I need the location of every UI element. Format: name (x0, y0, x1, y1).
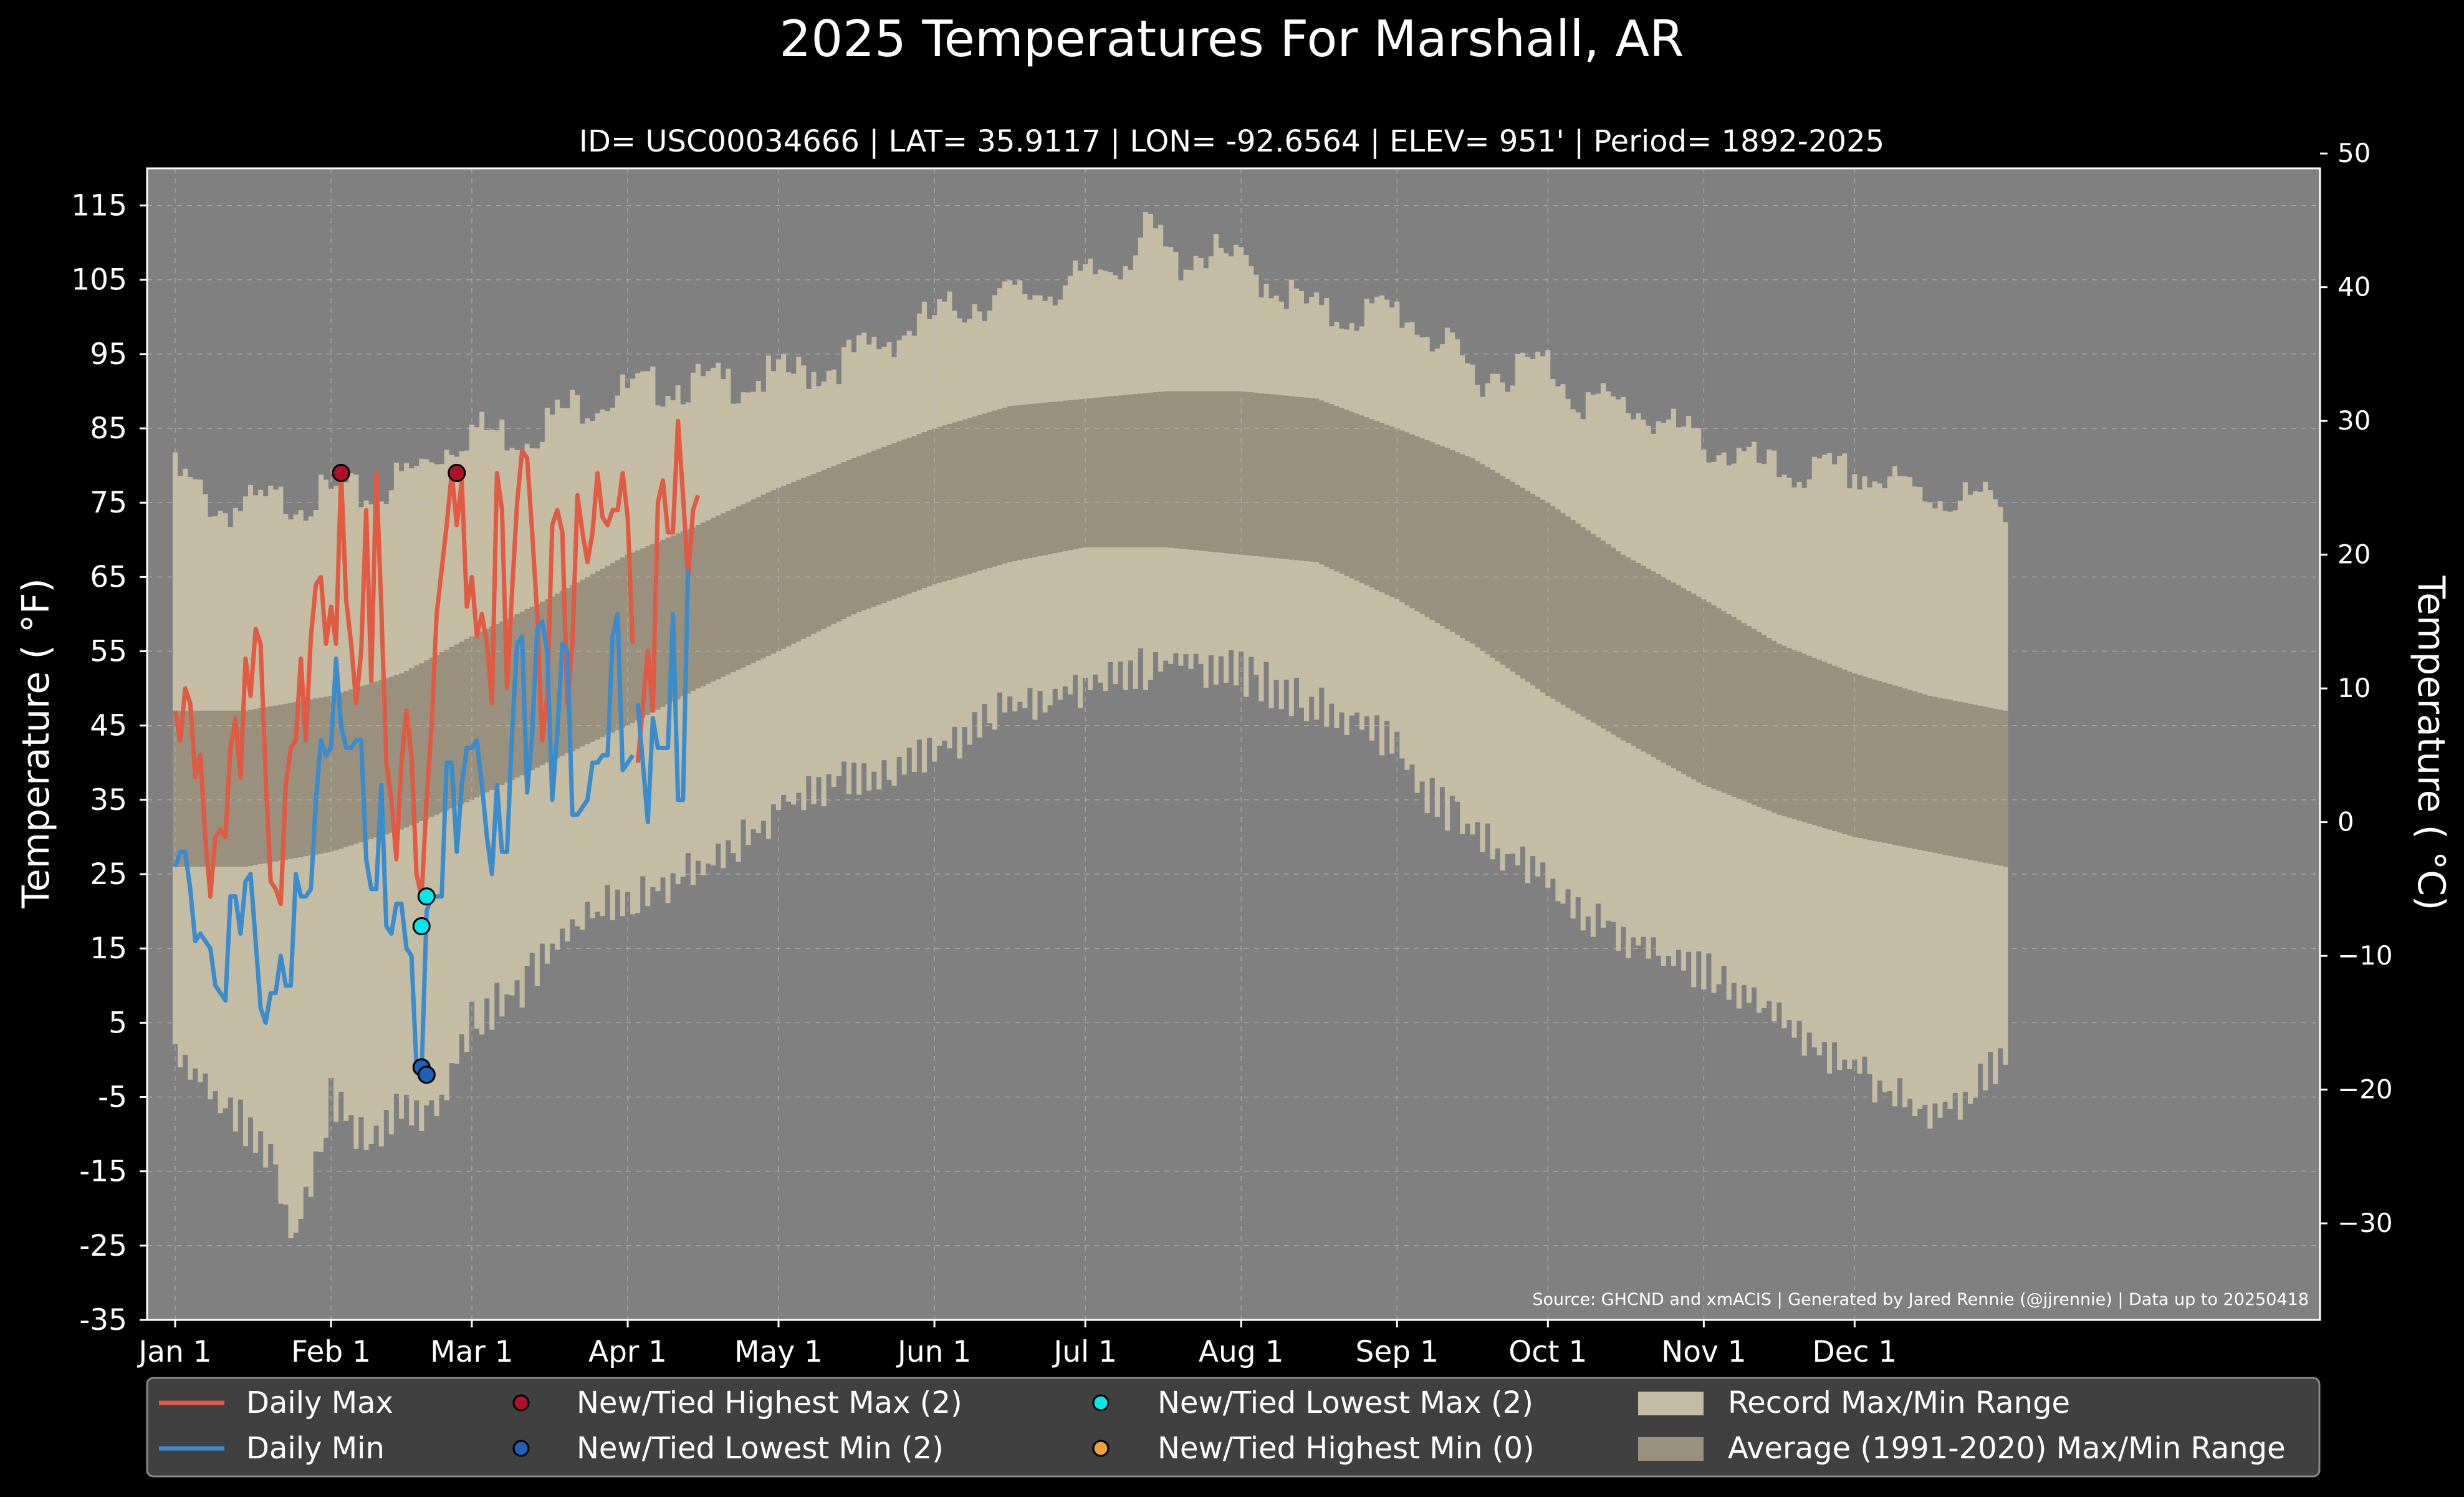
y-tick-label: 15 (90, 931, 127, 966)
x-tick-label: Sep 1 (1356, 1335, 1439, 1369)
daily-max-line (173, 448, 635, 907)
y-tick-label: 65 (90, 560, 127, 594)
x-tick-label: Jun 1 (896, 1335, 971, 1369)
legend-average: Average (1991-2020) Max/Min Range (1728, 1431, 2286, 1466)
plot-frame (146, 167, 2321, 1321)
legend-high-max: New/Tied Highest Max (2) (577, 1385, 962, 1420)
x-tick-label: Apr 1 (588, 1335, 667, 1369)
y-right-tick-label: −10 (2337, 940, 2393, 971)
y-tick-label: -15 (79, 1155, 127, 1189)
y-tick-label: 95 (90, 337, 127, 372)
plot-area: Source: GHCND and xmACIS | Generated by … (146, 167, 2321, 1321)
low-max-marker (412, 917, 431, 935)
legend-swatch-high-min (1092, 1440, 1110, 1457)
average-range-band (173, 391, 2008, 867)
y-right-tick-label: 50 (2337, 138, 2371, 168)
x-axis: Jan 1 Feb 1 Mar 1 Apr 1 May 1 Jun 1 Jul 1 Aug 1… (137, 1320, 1897, 1369)
y-tick-label: 5 (108, 1006, 127, 1040)
y-tick-label: 45 (90, 709, 127, 743)
y-tick-label: 35 (90, 783, 127, 817)
high-max-marker (448, 464, 466, 483)
legend-box (146, 1377, 2321, 1478)
legend-high-min: New/Tied Highest Min (0) (1158, 1431, 1535, 1466)
source-note: Source: GHCND and xmACIS | Generated by … (1532, 1290, 2309, 1309)
chart-subtitle: ID= USC00034666 | LAT= 35.9117 | LON= -9… (579, 124, 1884, 159)
legend-swatch-record (1638, 1392, 1704, 1415)
legend-swatch-high-max (512, 1394, 530, 1412)
y-tick-label: -35 (79, 1303, 127, 1337)
legend-record: Record Max/Min Range (1728, 1385, 2070, 1420)
chart-title: 2025 Temperatures For Marshall, AR (779, 10, 1684, 68)
x-tick-label: May 1 (734, 1335, 823, 1369)
legend-swatch-average (1638, 1437, 1704, 1461)
y-tick-label: 75 (90, 486, 127, 520)
y-axis-left: 115 105 95 85 75 65 55 45 35 25 15 5 -5 -15 -25 -35 (71, 189, 147, 1337)
y-right-tick-label: 10 (2337, 673, 2371, 703)
x-tick-label: Jan 1 (137, 1335, 211, 1369)
y-axis-right: 50 40 30 20 10 0 −10 −20 −30 (2320, 138, 2393, 1238)
series-lines (173, 418, 701, 1077)
record-range-band (173, 212, 2008, 1238)
legend-low-min: New/Tied Lowest Min (2) (577, 1431, 944, 1466)
legend-daily-min: Daily Min (246, 1431, 385, 1466)
x-tick-label: Jul 1 (1052, 1335, 1117, 1369)
legend: Daily Max Daily Min New/Tied Highest Max… (146, 1377, 2321, 1478)
low-max-marker (417, 887, 436, 906)
y-tick-label: 105 (71, 263, 127, 297)
y-right-tick-label: −30 (2337, 1208, 2393, 1238)
daily-min-line (173, 612, 635, 1077)
y-axis-label-right: Temperature ( °C) (2409, 575, 2453, 911)
record-markers (332, 464, 466, 1084)
x-tick-label: Oct 1 (1508, 1335, 1587, 1369)
low-min-marker (417, 1066, 436, 1084)
y-right-tick-label: 40 (2337, 272, 2371, 302)
legend-daily-max: Daily Max (246, 1385, 393, 1420)
y-right-tick-label: 0 (2337, 807, 2354, 837)
legend-swatch-low-min (512, 1440, 530, 1457)
y-tick-label: 55 (90, 635, 127, 669)
legend-low-max: New/Tied Lowest Max (2) (1158, 1385, 1533, 1420)
y-right-tick-label: 30 (2337, 405, 2371, 436)
x-tick-label: Mar 1 (430, 1335, 514, 1369)
high-max-marker (332, 464, 350, 483)
x-tick-label: Feb 1 (291, 1335, 371, 1369)
y-right-tick-label: 20 (2337, 539, 2371, 570)
x-tick-label: Aug 1 (1199, 1335, 1284, 1369)
y-tick-label: -25 (79, 1229, 127, 1263)
x-tick-label: Nov 1 (1661, 1335, 1747, 1369)
x-tick-label: Dec 1 (1812, 1335, 1897, 1369)
y-tick-label: 115 (71, 189, 127, 223)
daily-max-line (635, 418, 701, 763)
y-axis-label-left: Temperature ( °F) (14, 578, 58, 909)
y-tick-label: 25 (90, 857, 127, 892)
daily-min-line (635, 569, 691, 825)
y-right-tick-label: −20 (2337, 1074, 2393, 1105)
y-tick-label: -5 (98, 1081, 127, 1115)
y-tick-label: 85 (90, 412, 127, 446)
grid-lines (147, 168, 2320, 1321)
legend-swatch-low-max (1092, 1394, 1110, 1412)
